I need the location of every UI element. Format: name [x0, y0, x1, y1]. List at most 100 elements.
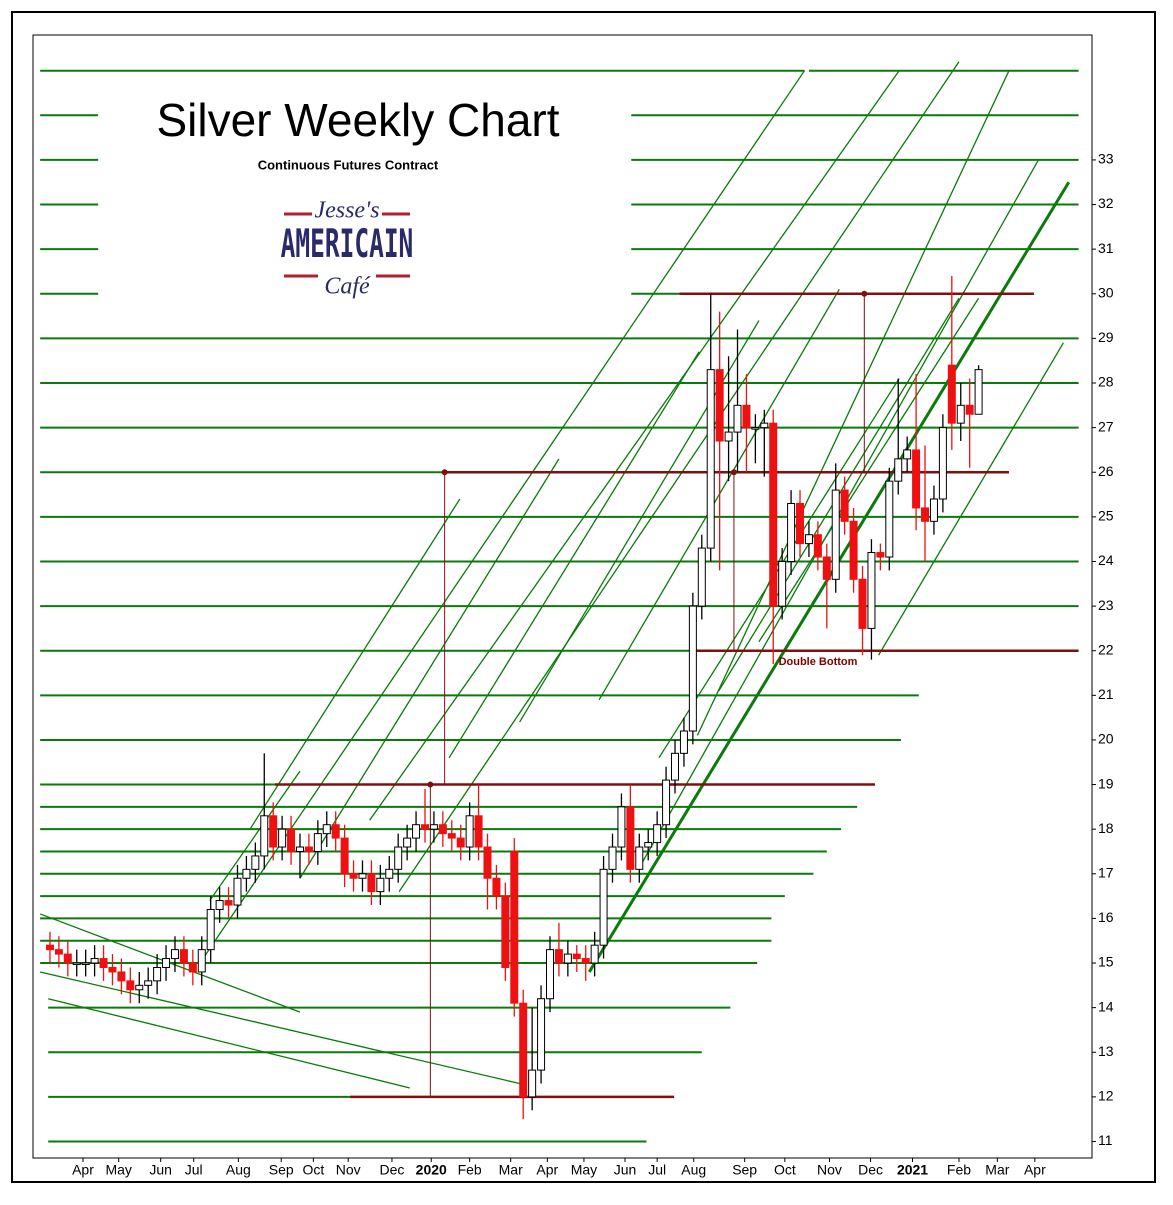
candle-body	[787, 502, 796, 562]
candle-body	[429, 824, 438, 830]
candle-body	[894, 458, 903, 482]
x-tick-label: Oct	[302, 1162, 324, 1178]
candle-body	[679, 730, 688, 754]
candle-body	[608, 846, 617, 870]
candle-body	[733, 404, 742, 433]
y-tick-label: 28	[1098, 374, 1114, 390]
x-tick-label: May	[571, 1162, 597, 1178]
candle-body	[813, 534, 822, 558]
y-tick-label: 18	[1098, 820, 1114, 836]
chart-subtitle: Continuous Futures Contract	[258, 157, 439, 172]
candle-body	[688, 605, 697, 732]
x-tick-label: Dec	[379, 1162, 404, 1178]
candle-body	[81, 962, 90, 966]
x-tick-label: Jun	[614, 1162, 637, 1178]
plot-area	[32, 34, 1093, 1159]
candle-body	[251, 855, 260, 870]
candle-body	[438, 824, 447, 835]
logo-middle: AMERICAIN	[281, 221, 414, 267]
y-tick-label: 17	[1098, 864, 1114, 880]
candle-body	[224, 900, 233, 906]
candle-body	[233, 877, 242, 906]
candle-body	[769, 422, 778, 607]
logo-bottom: Café	[324, 274, 371, 300]
candle-body	[117, 971, 126, 982]
candle-body	[90, 958, 99, 964]
x-tick-label: Nov	[336, 1162, 361, 1178]
channel-line	[39, 913, 301, 1013]
candle-body	[537, 998, 546, 1071]
candle-body	[420, 824, 429, 830]
candle-body	[760, 422, 769, 429]
chart-title: Silver Weekly Chart	[156, 94, 559, 146]
candle-body	[295, 846, 304, 852]
x-tick-label: Aug	[681, 1162, 706, 1178]
candle-body	[644, 842, 653, 848]
x-tick-label: Mar	[985, 1162, 1009, 1178]
candle-body	[778, 560, 787, 607]
candle-body	[840, 489, 849, 522]
candle-body	[876, 552, 885, 558]
candle-body	[804, 534, 813, 545]
candle-body	[376, 877, 385, 893]
candle-body	[929, 498, 938, 522]
y-tick-label: 11	[1098, 1132, 1113, 1148]
y-tick-label: 20	[1098, 731, 1114, 747]
candle-body	[697, 547, 706, 607]
channel-line	[199, 70, 806, 964]
candle-body	[45, 944, 54, 951]
y-tick-label: 23	[1098, 597, 1114, 613]
candle-body	[483, 846, 492, 879]
candle-body	[599, 868, 608, 946]
candle-body	[662, 779, 671, 826]
candle-body	[617, 806, 626, 848]
channel-line	[39, 971, 520, 1085]
candle-body	[340, 837, 349, 875]
channel-line	[448, 351, 700, 759]
channel-line	[299, 458, 560, 879]
candle-body	[412, 824, 421, 839]
candle-body	[54, 949, 63, 955]
candle-body	[394, 846, 403, 870]
candle-body	[188, 962, 197, 973]
candle-body	[313, 833, 322, 852]
x-tick-label: May	[105, 1162, 131, 1178]
candle-body	[724, 431, 733, 442]
x-tick-label: Mar	[499, 1162, 523, 1178]
y-tick-label: 29	[1098, 329, 1114, 345]
x-tick-label: Sep	[732, 1162, 757, 1178]
x-tick-label: Jun	[149, 1162, 172, 1178]
candle-body	[590, 944, 599, 964]
y-tick-label: 16	[1098, 909, 1114, 925]
candle-body	[519, 1002, 528, 1098]
candle-body	[385, 868, 394, 879]
candle-body	[63, 953, 72, 964]
candle-body	[197, 949, 206, 973]
y-tick-label: 13	[1098, 1043, 1114, 1059]
candle-body	[912, 449, 921, 509]
annotation: Double Bottom	[779, 656, 858, 668]
candle-body	[626, 806, 635, 870]
candle-body	[269, 815, 278, 848]
channel-line	[398, 61, 960, 893]
x-tick-label: Dec	[858, 1162, 883, 1178]
y-tick-label: 21	[1098, 686, 1114, 702]
candle-body	[179, 949, 188, 964]
axes: 1112131415161718192021222324252627282930…	[72, 151, 1114, 1178]
candles	[45, 275, 983, 1120]
candle-body	[671, 752, 680, 781]
candle-body	[715, 369, 724, 442]
candle-body	[563, 953, 572, 964]
key-point	[861, 290, 868, 297]
candle-body	[822, 556, 831, 580]
key-point	[441, 469, 448, 476]
candle-body	[99, 958, 108, 968]
candle-body	[242, 868, 251, 879]
candle-body	[581, 958, 590, 964]
x-tick-label: Apr	[72, 1162, 94, 1178]
candle-body	[456, 837, 465, 848]
candle-body	[742, 404, 751, 429]
candle-body	[349, 873, 358, 879]
candle-body	[492, 877, 501, 897]
